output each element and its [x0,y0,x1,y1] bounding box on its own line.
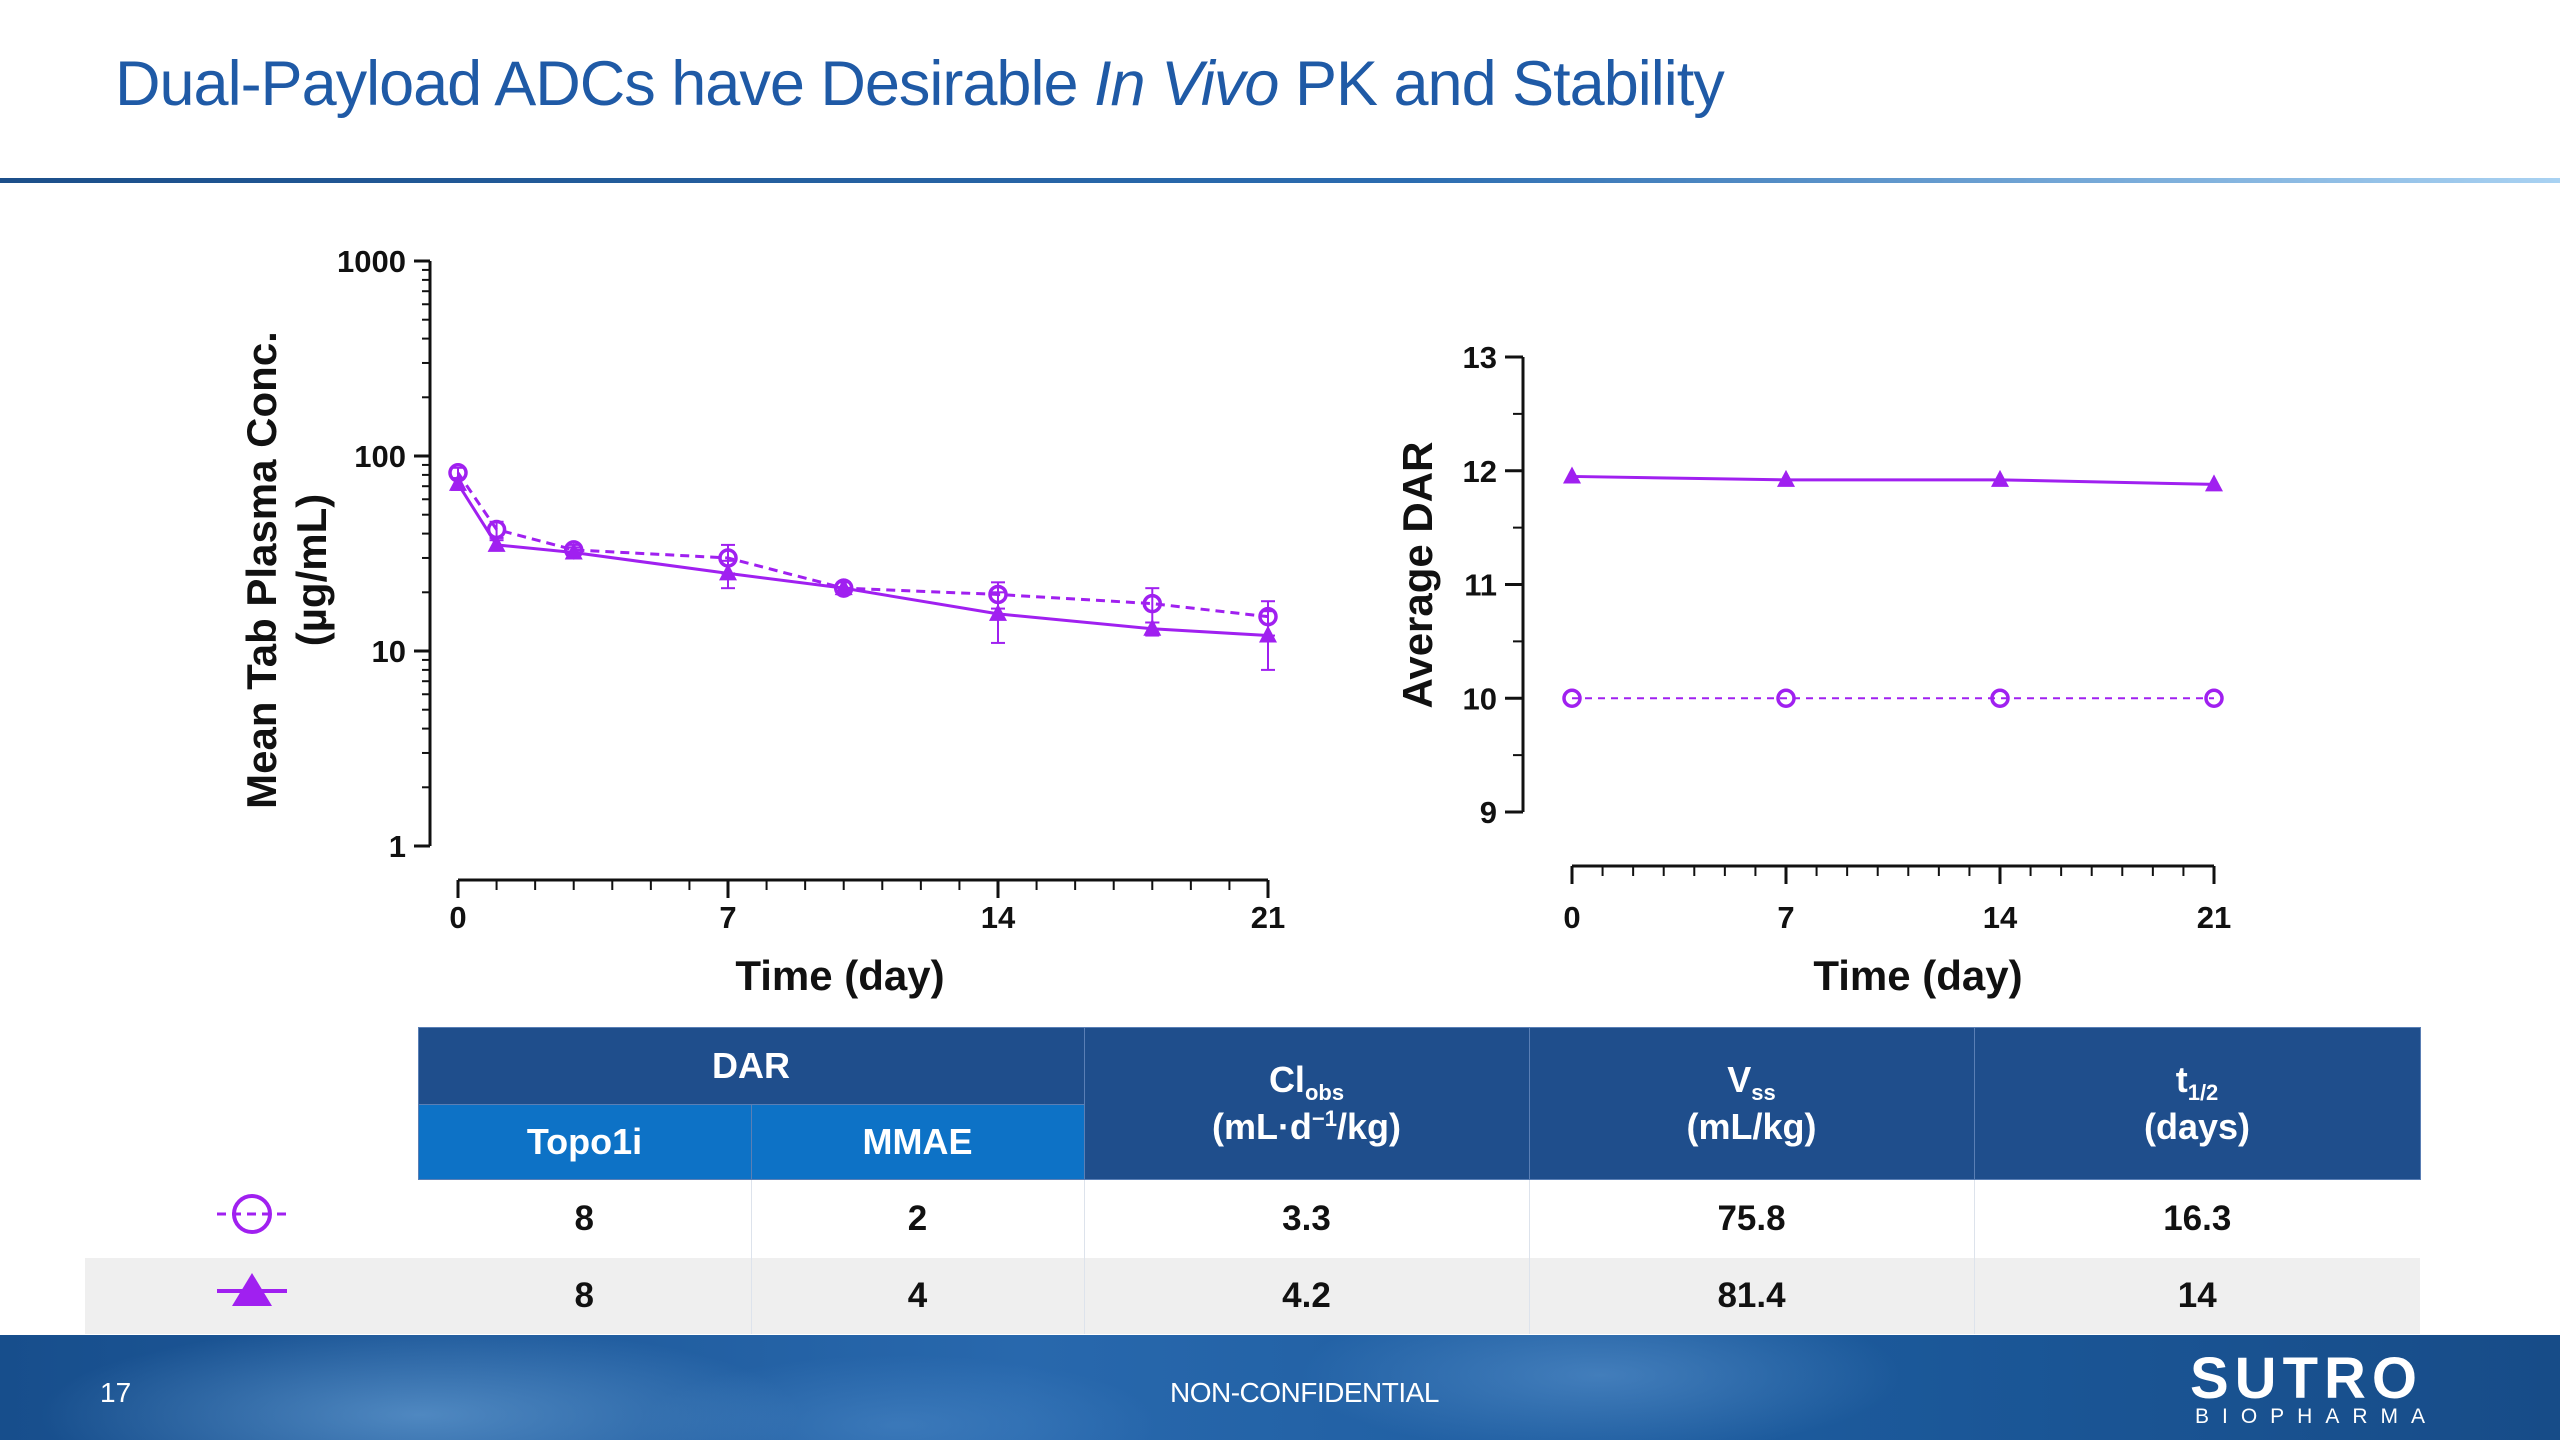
dar-series-2-line [1571,474,2215,486]
title-text-2: PK and Stability [1278,49,1725,119]
row1-thalf: 16.3 [2163,1198,2232,1238]
pk-series-2-point [449,473,467,491]
charts-canvas: Mean Tab Plasma Conc. (µg/mL) Time (day)… [238,244,2231,999]
pk-chart-ylabel-2: (µg/mL) [288,494,335,647]
row1-vss: 75.8 [1529,1179,1975,1258]
dar-chart-ylabel: Average DAR [1394,442,1441,709]
dar-y-tick-label: 10 [1463,681,1497,716]
row2-cl: 4.2 [1084,1257,1530,1334]
filled-triangle-solid-icon [85,1257,418,1334]
pk-chart-ylabel-1: Mean Tab Plasma Conc. [238,331,285,809]
sutro-logo: SUTRO [2190,1346,2423,1411]
page-number: 17 [100,1377,132,1408]
title-text-italic: In Vivo [1094,49,1279,119]
pk-series-2-line [456,483,1269,638]
confidentiality-label: NON-CONFIDENTIAL [1170,1377,1439,1408]
slide-title: Dual-Payload ADCs have Desirable In Vivo… [115,48,1725,120]
table-row: 8 4 4.2 81.4 14 [85,1257,2420,1334]
dar-series-2-point [1563,466,1581,484]
pk-x-tick-label: 7 [719,900,736,935]
dar-series-2-point [1777,469,1795,487]
table-row: 8 2 3.3 75.8 16.3 [85,1179,2420,1258]
row2-mmae: 4 [751,1257,1085,1334]
pk-y-tick-label: 10 [372,634,406,669]
pk-x-tick-label: 14 [981,900,1016,935]
mmae-header: MMAE [750,1104,1085,1180]
dar-series-1-point [2204,688,2224,708]
dar-chart-xlabel: Time (day) [1813,952,2022,999]
dar-series-2-point [2205,474,2223,492]
topo1i-header: Topo1i [417,1104,752,1180]
row1-topo1i: 8 [418,1179,752,1258]
pk-series-2-point [989,603,1007,621]
footer-bar: 17 NON-CONFIDENTIAL SUTRO BIOPHARMA [0,1335,2560,1440]
pk-x-tick-label: 0 [449,900,466,935]
table-header-row-1: DAR Clobs (mL·d−1/kg) Vss (mL/kg) t1/2 (day… [85,1027,2421,1180]
sutro-logo-subtitle: BIOPHARMA [2195,1405,2439,1428]
pk-series-1-point [1142,593,1163,614]
pk-series-2-point [1143,618,1162,636]
table-header-blank [85,1027,418,1180]
dar-x-tick-label: 21 [2197,900,2231,935]
dar-y-tick-label: 11 [1464,568,1497,603]
dar-x-tick-label: 7 [1777,900,1794,935]
vss-header: Vss (mL/kg) [1528,1027,1975,1180]
pk-chart-xlabel: Time (day) [735,952,944,999]
pk-chart: Mean Tab Plasma Conc. (µg/mL) Time (day)… [238,244,1285,999]
row1-mmae: 2 [751,1179,1085,1258]
pk-y-tick-label: 1000 [337,244,406,279]
dar-series-1-point [1562,688,1582,708]
dar-y-tick-label: 13 [1463,340,1497,375]
dar-header: DAR [417,1027,1085,1105]
pk-series-2-point [487,534,506,552]
thalf-header: t1/2 (days) [1973,1027,2421,1180]
pk-series-2-point [834,578,853,596]
pk-series-2-point [1259,625,1277,643]
dar-x-tick-label: 0 [1563,900,1580,935]
table-header-row-2: Topo1i MMAE [85,1104,2420,1180]
row1-cl: 3.3 [1084,1179,1530,1258]
pk-series-2-point [564,542,583,560]
dar-x-tick-label: 14 [1983,900,2018,935]
dar-y-tick-label: 9 [1480,795,1497,830]
row2-vss: 81.4 [1529,1257,1975,1334]
pk-table: DAR Clobs (mL·d−1/kg) Vss (mL/kg) t1/2 (day… [85,1027,2421,1334]
row2-topo1i: 8 [418,1257,752,1334]
pk-y-tick-label: 100 [354,439,406,474]
dar-series-2-point [1991,469,2009,487]
dar-y-tick-label: 12 [1463,454,1497,489]
pk-y-tick-label: 1 [389,829,406,864]
pk-series-2-point [719,563,737,581]
dar-series-1-point [1776,688,1796,708]
open-circle-dashed-icon [85,1180,418,1258]
dar-chart: Average DAR Time (day) 9 10 11 12 13 0 7 14 21 [1394,340,2231,999]
title-text-1: Dual-Payload ADCs have Desirable [115,49,1094,119]
pk-series-1-line [456,471,1269,619]
pk-x-tick-label: 21 [1251,900,1285,935]
row2-thalf: 14 [1974,1257,2420,1334]
dar-series-1-point [1990,688,2010,708]
title-divider [0,178,2560,183]
cl-header: Clobs (mL·d−1/kg) [1083,1027,1530,1180]
